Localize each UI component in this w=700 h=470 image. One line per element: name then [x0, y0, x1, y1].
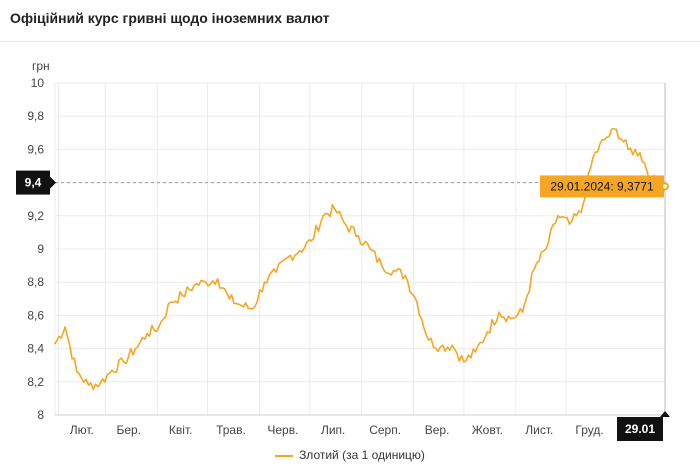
- data-point[interactable]: [205, 281, 207, 284]
- data-point[interactable]: [193, 284, 195, 287]
- data-point[interactable]: [228, 298, 231, 300]
- x-tick-label: Лип.: [321, 423, 345, 437]
- x-end-label: 29.01: [625, 422, 655, 436]
- chart-title: Офіційний курс гривні щодо іноземних вал…: [10, 10, 330, 26]
- y-tick-label: 8: [37, 408, 44, 422]
- y-tick-label: 9,8: [27, 109, 44, 123]
- data-point[interactable]: [310, 239, 313, 242]
- data-point[interactable]: [146, 332, 148, 335]
- data-point[interactable]: [603, 138, 606, 141]
- data-point[interactable]: [627, 148, 629, 151]
- data-point[interactable]: [54, 342, 56, 345]
- data-point[interactable]: [99, 382, 102, 385]
- x-tick-label: Лист.: [525, 423, 553, 437]
- data-point[interactable]: [568, 223, 571, 225]
- x-end-badge: [617, 417, 663, 441]
- hover-marker[interactable]: [661, 182, 669, 191]
- crosshair-y-label: 9,4: [25, 176, 42, 190]
- legend[interactable]: Злотий (за 1 одиницю): [0, 448, 700, 462]
- data-point[interactable]: [322, 215, 324, 217]
- data-point[interactable]: [474, 351, 477, 353]
- y-tick-label: 10: [31, 76, 45, 90]
- data-point[interactable]: [134, 347, 137, 350]
- data-point[interactable]: [510, 317, 512, 320]
- x-tick-label: Груд.: [575, 423, 603, 437]
- x-tick-label: Черв.: [267, 423, 298, 437]
- series-line[interactable]: [54, 128, 666, 391]
- data-point[interactable]: [369, 248, 371, 250]
- data-point[interactable]: [392, 269, 395, 272]
- data-point[interactable]: [463, 361, 465, 363]
- data-point[interactable]: [122, 361, 125, 363]
- data-point[interactable]: [592, 156, 594, 159]
- data-point[interactable]: [404, 274, 407, 277]
- tooltip-text: 29.01.2024: 9,3771: [550, 179, 654, 193]
- data-point[interactable]: [181, 294, 184, 297]
- x-tick-label: Серп.: [369, 423, 401, 437]
- data-point[interactable]: [521, 311, 524, 313]
- data-point[interactable]: [158, 326, 160, 328]
- y-tick-label: 8,2: [27, 375, 44, 389]
- data-point[interactable]: [556, 215, 559, 217]
- crosshair-y-badge-arrow: [50, 176, 56, 189]
- x-tick-label: Лют.: [70, 423, 94, 437]
- data-point[interactable]: [287, 256, 289, 259]
- data-point[interactable]: [486, 331, 489, 333]
- data-point[interactable]: [298, 249, 301, 252]
- data-point[interactable]: [545, 248, 547, 250]
- data-point[interactable]: [216, 278, 219, 280]
- data-point[interactable]: [416, 301, 418, 303]
- y-tick-label: 8,4: [27, 342, 44, 356]
- title-divider: [0, 41, 700, 42]
- y-tick-label: 8,6: [27, 308, 44, 322]
- data-point[interactable]: [75, 371, 78, 373]
- y-tick-label: 9: [37, 242, 44, 256]
- data-point[interactable]: [357, 234, 360, 237]
- x-end-badge-arrow: [660, 411, 670, 417]
- x-tick-label: Квіт.: [169, 423, 193, 437]
- data-point[interactable]: [615, 128, 618, 131]
- data-point[interactable]: [580, 211, 583, 214]
- data-point[interactable]: [439, 346, 442, 348]
- tooltip-box: [540, 175, 664, 198]
- x-tick-label: Трав.: [216, 423, 246, 437]
- y-tick-label: 9,2: [27, 209, 44, 223]
- data-point[interactable]: [533, 268, 536, 270]
- data-point[interactable]: [275, 271, 278, 274]
- legend-swatch: [275, 454, 294, 457]
- data-point[interactable]: [451, 344, 453, 347]
- data-point[interactable]: [427, 339, 430, 342]
- data-point[interactable]: [498, 311, 500, 313]
- data-point[interactable]: [380, 264, 383, 267]
- legend-label: Злотий (за 1 одиницю): [299, 448, 425, 462]
- data-point[interactable]: [87, 384, 90, 386]
- data-point[interactable]: [169, 301, 172, 303]
- data-point[interactable]: [251, 307, 254, 310]
- x-tick-label: Жовт.: [472, 423, 503, 437]
- y-axis-label: грн: [32, 59, 50, 73]
- crosshair-y-badge: [16, 170, 50, 195]
- y-tick-label: 9,6: [27, 142, 44, 156]
- data-point[interactable]: [334, 208, 336, 210]
- data-point[interactable]: [64, 326, 66, 328]
- data-point[interactable]: [240, 304, 242, 307]
- x-tick-label: Вер.: [425, 423, 450, 437]
- data-point[interactable]: [111, 369, 113, 371]
- x-tick-label: Бер.: [116, 423, 141, 437]
- y-tick-label: 8,8: [27, 275, 44, 289]
- data-point[interactable]: [345, 224, 348, 227]
- data-point[interactable]: [263, 281, 266, 284]
- data-point[interactable]: [639, 151, 641, 154]
